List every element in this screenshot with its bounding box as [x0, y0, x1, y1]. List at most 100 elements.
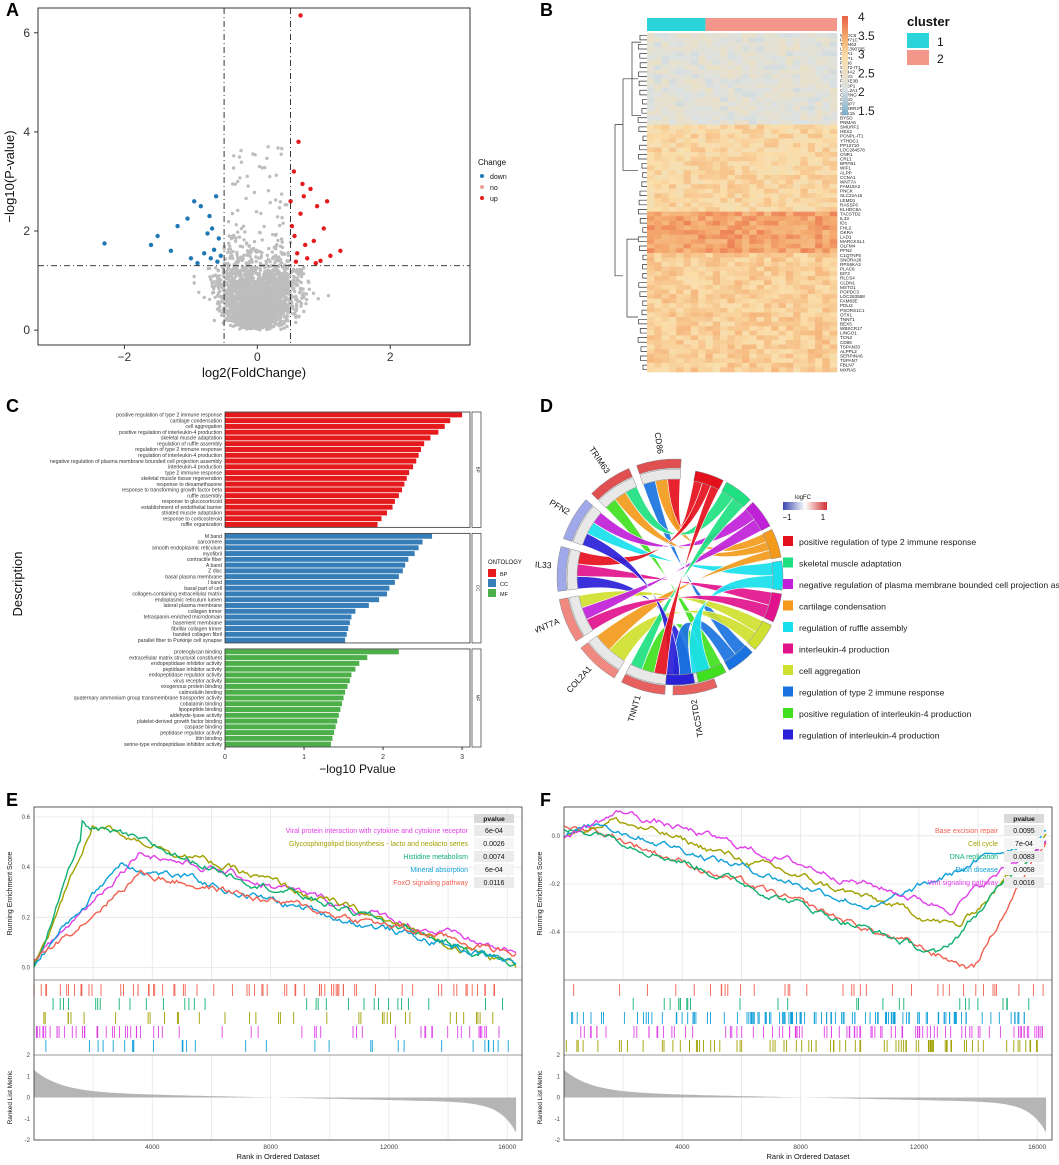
heatmap-cell [668, 120, 677, 125]
color-scale-step [842, 65, 848, 69]
legend-title: Change [478, 158, 507, 167]
point [228, 271, 232, 275]
heatmap-cell [749, 321, 757, 327]
color-scale-step [842, 55, 848, 59]
heatmap-cell [727, 110, 735, 116]
heatmap-cell [815, 179, 823, 185]
heatmap-cell [742, 207, 750, 212]
heatmap-cell [734, 184, 743, 190]
heatmap-cell [654, 83, 662, 89]
heatmap-cell [800, 42, 809, 48]
heatmap-cell [771, 257, 779, 263]
heatmap-cell [749, 193, 757, 199]
heatmap-cell [668, 220, 677, 226]
heatmap-cell [800, 87, 809, 93]
heatmap-cell [778, 106, 787, 112]
heatmap-cell [815, 252, 823, 258]
heatmap-cell [720, 330, 728, 336]
point [265, 253, 270, 258]
heatmap-cell [749, 262, 757, 267]
legend-swatch-up [480, 196, 484, 200]
heatmap-cell [793, 330, 801, 336]
heatmap-cell [829, 87, 838, 93]
heatmap-cell [734, 252, 743, 258]
heatmap-cell [676, 344, 684, 350]
heatmap-cell [690, 92, 699, 98]
point [246, 278, 250, 282]
heatmap-cell [763, 133, 772, 139]
heatmap-cell [712, 152, 721, 157]
heatmap-cell [654, 120, 662, 125]
heatmap-cell [720, 165, 728, 171]
heatmap-cell [800, 367, 809, 373]
heatmap-cell [683, 229, 692, 235]
gene-label: SERPINA6 [840, 354, 863, 359]
heatmap-cell [676, 142, 684, 148]
heatmap-cell [815, 133, 823, 139]
bar-category-label: cartilage condensation [170, 418, 222, 424]
down-point [202, 251, 207, 256]
heatmap-cell [807, 317, 816, 322]
heatmap-cell [785, 243, 794, 249]
heatmap-cell [822, 257, 830, 263]
heatmap-cell [654, 78, 662, 84]
heatmap-cell [756, 284, 765, 290]
point [269, 290, 274, 294]
heatmap-cell [683, 156, 692, 162]
heatmap-cell [763, 367, 772, 373]
heatmap-cell [822, 37, 830, 43]
legend-label-up: up [490, 196, 498, 203]
point [241, 224, 246, 228]
color-scale-step [842, 33, 848, 37]
heatmap-cell [720, 248, 728, 254]
heatmap-cell [676, 248, 684, 254]
heatmap-cell [829, 349, 838, 354]
heatmap-cell [661, 115, 670, 121]
heatmap-cell [742, 271, 750, 277]
heatmap-cell [676, 101, 684, 107]
bar-BP [225, 458, 417, 464]
heatmap-cell [668, 101, 677, 107]
heatmap-cell [771, 92, 779, 98]
heatmap-cell [778, 321, 787, 327]
heatmap-cell [771, 188, 779, 194]
heatmap-cell [690, 239, 699, 245]
heatmap-cell [756, 101, 765, 107]
heatmap-cell [815, 69, 823, 75]
legend-swatch-no [480, 185, 484, 189]
point [247, 288, 252, 292]
heatmap-cell [690, 362, 699, 368]
heatmap-cell [822, 110, 830, 116]
heatmap-cell [683, 138, 692, 144]
heatmap-cell [647, 202, 655, 208]
point [240, 245, 245, 249]
heatmap-cell [785, 152, 794, 157]
heatmap-cell [763, 349, 772, 354]
heatmap-cell [749, 307, 757, 313]
heatmap-cell [734, 87, 743, 93]
heatmap-cell [756, 216, 765, 222]
heatmap-cell [727, 46, 735, 52]
heatmap-cell [756, 83, 765, 89]
heatmap-cell [807, 170, 816, 176]
point [234, 290, 239, 295]
heatmap-cell [756, 234, 765, 240]
heatmap-cell [668, 152, 677, 157]
heatmap-cell [661, 367, 670, 373]
heatmap-cell [742, 46, 750, 52]
heatmap-cell [800, 33, 809, 38]
dendrogram-branch [639, 328, 647, 334]
point [248, 322, 252, 326]
heatmap-cell [822, 234, 830, 240]
heatmap-cell [668, 165, 677, 171]
heatmap-cell [654, 271, 662, 277]
heatmap-cell [676, 147, 684, 153]
heatmap-cell [654, 216, 662, 222]
heatmap-cell [793, 234, 801, 240]
heatmap-cell [705, 207, 714, 212]
heatmap-cell [793, 358, 801, 364]
color-scale-step [842, 92, 848, 96]
down-point [215, 259, 220, 264]
heatmap-cell [734, 307, 743, 313]
heatmap-cell [712, 193, 721, 199]
